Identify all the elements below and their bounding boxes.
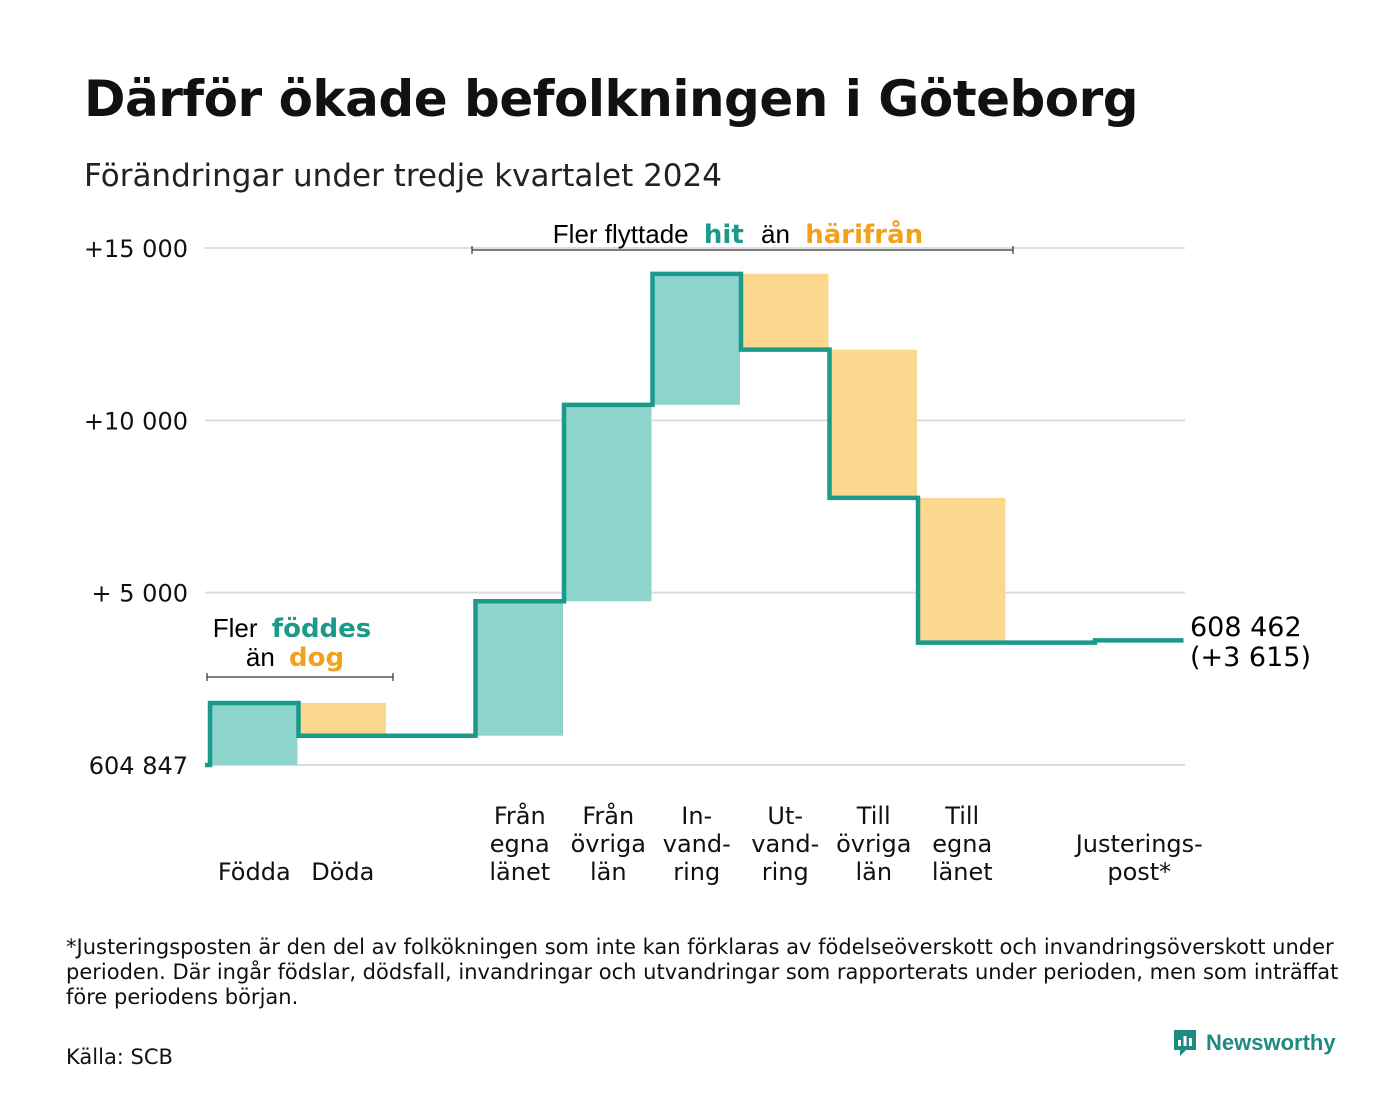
y-tick-label: 604 847 <box>89 752 188 780</box>
bar-tillegnalänet <box>918 497 1006 643</box>
y-tick-label: +15 000 <box>84 235 188 263</box>
source-label: Källa: SCB <box>66 1045 173 1069</box>
x-category-label: ring <box>673 858 720 886</box>
label-layer: 604 847 + 5 000 +10 000 +15 000 Födda Döda Frå… <box>84 235 1203 886</box>
x-category-label: övriga <box>571 830 646 858</box>
bar-tillövrigalän <box>829 349 917 498</box>
bar-döda <box>298 702 386 736</box>
bar-födda <box>210 702 298 765</box>
x-category-label: Från <box>494 801 546 830</box>
annotation-bracket <box>206 673 394 681</box>
x-category-label: vand- <box>663 830 731 858</box>
bar-ut-vand-ring <box>741 273 829 350</box>
annotation-births-line: Fler föddes <box>213 613 372 644</box>
x-category-label: In- <box>681 802 712 830</box>
chart-title: Därför ökade befolkningen i Göteborg <box>84 70 1139 128</box>
x-category-label: Födda <box>218 858 291 886</box>
x-category-label: ring <box>762 858 809 886</box>
x-category-label: länet <box>932 858 993 886</box>
annotation-prefix: Fler flyttade <box>553 219 689 249</box>
cumulative-step-line <box>205 271 1184 768</box>
y-tick-label: + 5 000 <box>92 580 188 608</box>
x-category-label: län <box>590 858 627 886</box>
annotation-highlight-harifran: härifrån <box>805 218 923 250</box>
annotation-middle: än <box>246 642 275 672</box>
annotation-bracket <box>471 246 1014 254</box>
x-category-label: Till <box>856 802 891 830</box>
annotation-births-deaths: Fler föddes än dog <box>206 613 394 681</box>
x-category-label: Justerings- <box>1074 830 1203 858</box>
annotation-middle: än <box>761 219 790 249</box>
x-category-label: egna <box>932 830 992 858</box>
grid-layer <box>205 247 1185 766</box>
x-category-label: övriga <box>836 830 911 858</box>
footnote: *Justeringsposten är den del av folkökni… <box>66 935 1339 1009</box>
end-value-label: 608 462 <box>1190 612 1302 643</box>
annotation-migration-line: Fler flyttade hit än härifrån <box>553 218 923 250</box>
bar-frånövrigalän <box>564 404 652 602</box>
annotation-prefix: Fler <box>213 613 258 643</box>
bar-frånegnalänet <box>475 601 563 736</box>
x-category-label: egna <box>490 830 550 858</box>
y-tick-label: +10 000 <box>84 407 188 435</box>
chart-subtitle: Förändringar under tredje kvartalet 2024 <box>84 158 722 194</box>
annotation-highlight-hit: hit <box>704 220 744 250</box>
x-category-label: Döda <box>311 858 374 886</box>
bar-in-vand-ring <box>652 273 740 405</box>
end-change-label: (+3 615) <box>1190 642 1311 673</box>
annotation-deaths-line: än dog <box>246 642 344 673</box>
x-category-label: län <box>855 858 892 886</box>
newsworthy-logo-icon <box>1174 1030 1196 1056</box>
x-category-label: Ut- <box>767 802 803 830</box>
brand-name: Newsworthy <box>1206 1030 1336 1055</box>
x-category-label: Till <box>944 802 979 830</box>
x-category-label: Från <box>582 801 634 830</box>
brand: Newsworthy <box>1172 1028 1336 1058</box>
annotation-highlight-died: dog <box>289 643 344 673</box>
line-layer <box>205 271 1184 768</box>
annotation-migration: Fler flyttade hit än härifrån <box>471 218 1014 254</box>
x-category-label: post* <box>1107 858 1171 886</box>
annotation-highlight-born: föddes <box>272 614 372 644</box>
bar-layer <box>210 273 1006 765</box>
x-category-label: vand- <box>751 830 819 858</box>
waterfall-chart: 604 847 + 5 000 +10 000 +15 000 Födda Döda Frå… <box>84 218 1311 886</box>
x-category-label: länet <box>489 858 550 886</box>
